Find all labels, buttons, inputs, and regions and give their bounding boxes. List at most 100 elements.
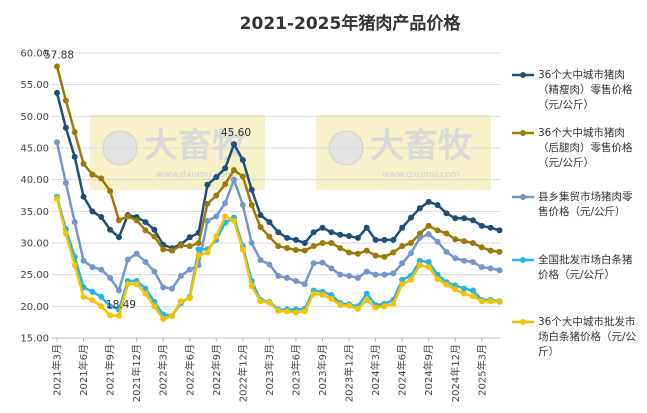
point (319, 291, 326, 298)
point (213, 174, 220, 181)
point (319, 259, 326, 266)
y-tick-label: 55.00 (20, 80, 49, 91)
point (328, 229, 335, 236)
point (98, 303, 105, 310)
point (98, 214, 105, 221)
point (80, 257, 87, 264)
point (107, 188, 114, 195)
point (169, 285, 176, 292)
point (89, 208, 96, 215)
point (231, 176, 237, 183)
point (390, 236, 397, 243)
point (275, 272, 282, 279)
point (337, 245, 344, 252)
point (231, 167, 237, 174)
point (310, 260, 317, 267)
point (62, 124, 69, 131)
point (62, 179, 69, 186)
point (89, 264, 96, 271)
point (354, 250, 361, 257)
point (478, 298, 485, 305)
point (425, 222, 432, 229)
y-tick-label: 30.00 (20, 239, 49, 250)
chart-title: 2021-2025年猪肉产品价格 (240, 13, 462, 34)
point (177, 272, 184, 279)
point (204, 181, 211, 188)
point (478, 244, 485, 251)
legend-label: 县乡集贸市场猪肉零售价格（元/公斤） (538, 191, 633, 218)
point (257, 257, 264, 264)
point (151, 268, 158, 275)
x-tick-label: 2022年3月 (157, 344, 170, 396)
point (257, 298, 264, 305)
point (204, 217, 211, 224)
point (443, 210, 450, 217)
point (98, 175, 105, 182)
point (213, 233, 220, 240)
y-tick-label: 45.00 (20, 144, 49, 155)
point (425, 198, 432, 205)
point (284, 234, 291, 241)
point (301, 308, 308, 315)
x-tick-label: 2021年9月 (104, 344, 117, 396)
point (169, 247, 176, 254)
point (54, 63, 60, 70)
point (133, 250, 140, 257)
point (160, 284, 167, 291)
x-tick-label: 2023年12月 (343, 344, 356, 402)
point (354, 305, 361, 312)
point (478, 222, 485, 229)
point (363, 290, 370, 297)
y-tick-label: 20.00 (20, 302, 49, 313)
legend-item: 36个大中城市猪肉（后腿肉）零售价格（元/公斤） (512, 126, 642, 171)
point (390, 249, 397, 256)
point (62, 97, 69, 104)
point (115, 217, 122, 224)
y-tick-label: 25.00 (20, 270, 49, 281)
point (425, 231, 432, 238)
point (487, 298, 494, 305)
point (107, 226, 114, 233)
point (381, 271, 388, 278)
point (399, 260, 406, 267)
point (222, 181, 229, 188)
point (469, 287, 476, 294)
point (195, 252, 202, 259)
point (142, 259, 149, 265)
point (160, 246, 167, 253)
point (275, 229, 282, 236)
legend-item: 全国批发市场白条猪价格（元/公斤） (512, 253, 642, 283)
point (169, 312, 176, 319)
point (98, 293, 105, 300)
watermark-url: www.dxumu.com (156, 170, 233, 180)
point (328, 265, 335, 272)
point (469, 259, 476, 265)
point (301, 240, 308, 246)
point (142, 227, 149, 234)
point (452, 255, 459, 262)
point (151, 226, 158, 233)
point (337, 231, 344, 238)
point (71, 129, 78, 136)
point (213, 192, 220, 199)
point (461, 238, 468, 245)
point (71, 262, 78, 269)
point (89, 297, 96, 303)
point (469, 293, 476, 300)
point (381, 253, 388, 260)
legend-label: 36个大中城市猪肉（后腿肉）零售价格（元/公斤） (538, 127, 633, 169)
point (71, 219, 78, 226)
legend-label: 36个大中城市批发市场白条猪价格（元/公斤） (538, 316, 637, 358)
point (452, 286, 459, 293)
point (142, 290, 149, 297)
point (239, 157, 246, 164)
point (239, 202, 246, 208)
point (425, 259, 432, 265)
point (80, 293, 87, 300)
value-label: 18.49 (106, 299, 136, 311)
point (266, 219, 273, 226)
point (372, 304, 379, 311)
point (416, 262, 423, 269)
point (80, 193, 87, 200)
y-tick-label: 15.00 (20, 334, 49, 345)
